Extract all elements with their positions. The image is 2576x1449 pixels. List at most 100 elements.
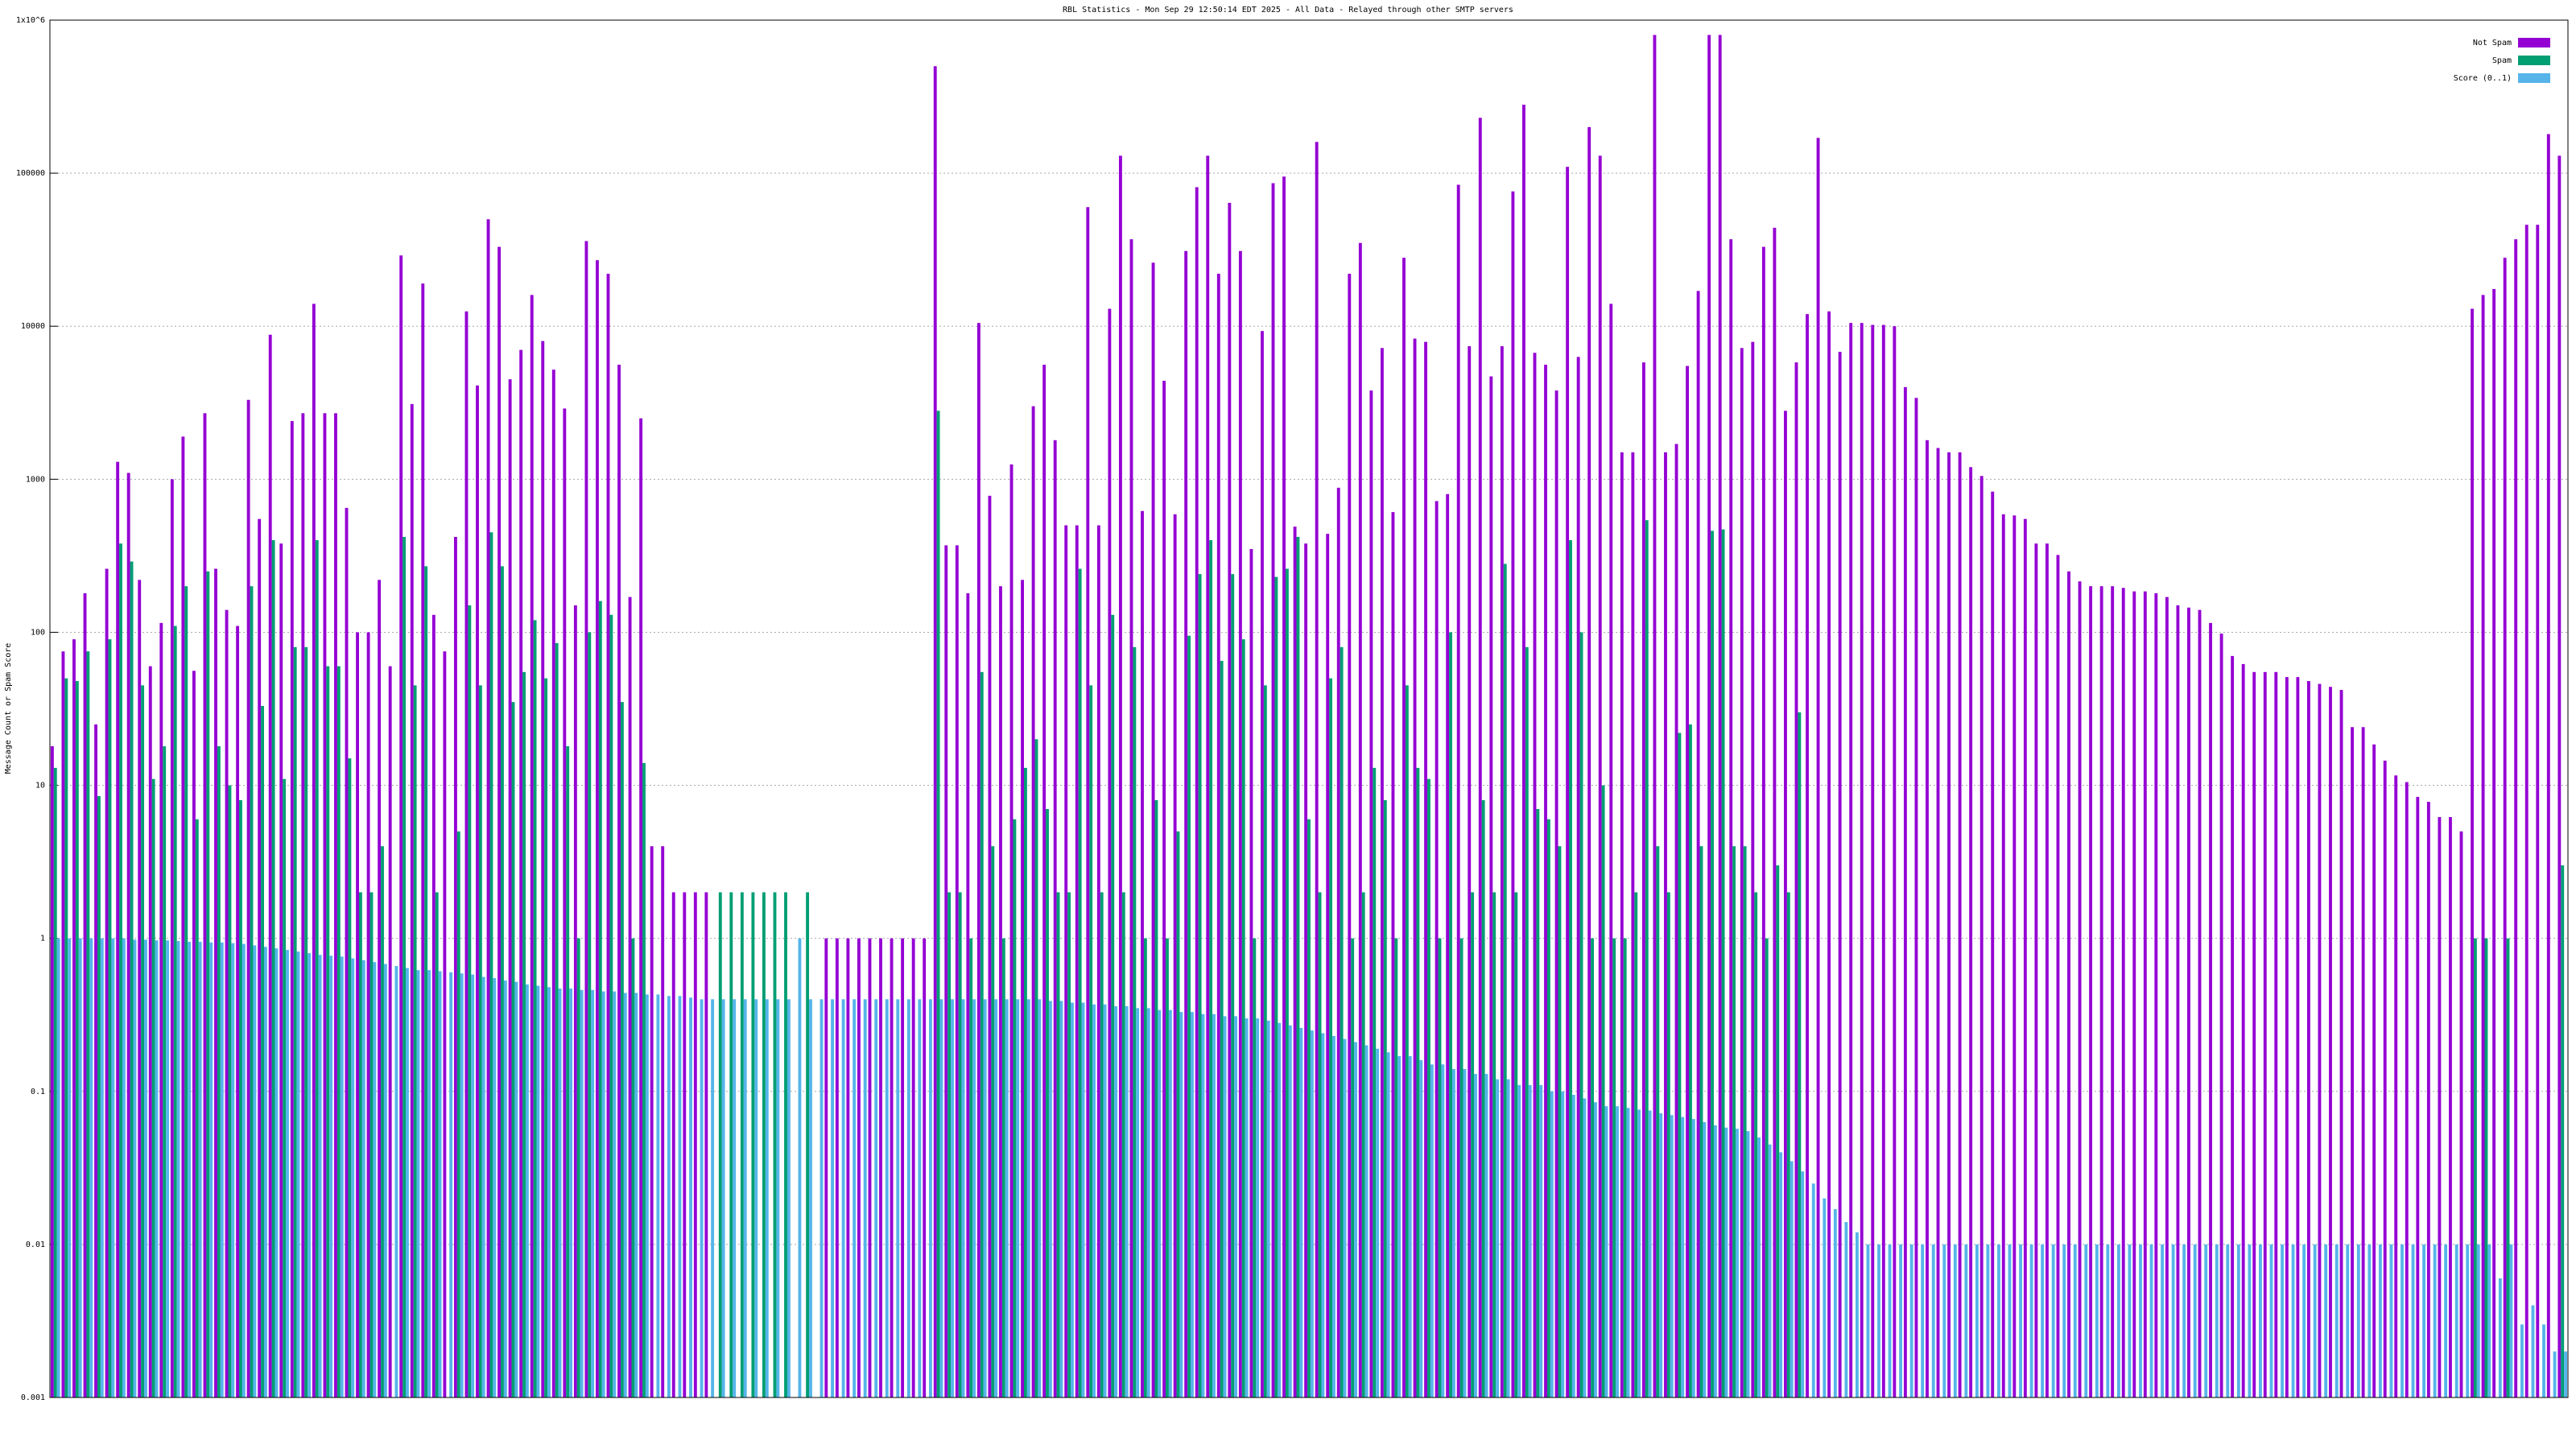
bar	[381, 846, 384, 1397]
bar	[667, 996, 671, 1397]
bar	[966, 592, 970, 1397]
bar	[588, 632, 592, 1397]
bar	[170, 479, 174, 1398]
bar	[1241, 639, 1245, 1397]
bar	[1757, 1137, 1761, 1397]
bar	[519, 349, 523, 1398]
bar	[1612, 938, 1616, 1397]
bar	[1136, 1008, 1140, 1397]
bar	[1416, 767, 1420, 1397]
bar	[122, 938, 126, 1397]
bar	[1721, 529, 1725, 1398]
bar	[1005, 999, 1009, 1397]
bar	[1184, 250, 1188, 1398]
bar	[61, 651, 65, 1397]
bar	[1833, 1209, 1837, 1397]
bar	[2356, 1244, 2360, 1397]
bar	[1765, 938, 1769, 1397]
bar	[83, 592, 87, 1397]
bar	[1969, 467, 1973, 1398]
bar	[1187, 635, 1191, 1397]
bar	[879, 938, 882, 1397]
bar	[1893, 326, 1897, 1398]
bar	[416, 970, 420, 1397]
bar	[1026, 999, 1030, 1397]
bar	[50, 746, 54, 1397]
bar	[1484, 1074, 1488, 1397]
bar	[394, 965, 398, 1397]
bar	[192, 671, 196, 1397]
bar	[427, 970, 431, 1397]
bar	[2045, 543, 2049, 1397]
bar	[1849, 323, 1853, 1398]
bar	[1103, 1004, 1107, 1397]
bar	[933, 66, 937, 1398]
bar	[606, 274, 610, 1397]
bar	[1827, 311, 1831, 1397]
bar	[2204, 1244, 2208, 1397]
bar	[2557, 155, 2562, 1397]
chart-title: RBL Statistics - Mon Sep 29 12:50:14 EDT…	[1063, 6, 1513, 14]
bar	[1514, 892, 1518, 1397]
bar	[1408, 1055, 1412, 1397]
bar	[1768, 1144, 1772, 1397]
bar	[1216, 274, 1220, 1397]
bar	[911, 938, 915, 1397]
bar	[1500, 346, 1504, 1397]
bar	[163, 746, 167, 1397]
bar	[1369, 390, 1373, 1398]
bar	[1456, 184, 1460, 1397]
bar	[89, 938, 93, 1397]
bar	[1609, 303, 1613, 1397]
bar	[111, 938, 115, 1397]
bar	[1664, 452, 1667, 1397]
bar	[1034, 739, 1038, 1397]
bar	[2171, 1244, 2175, 1397]
bar	[857, 938, 861, 1397]
bar	[1773, 227, 1777, 1397]
bar	[348, 758, 352, 1397]
bar	[133, 939, 137, 1397]
bar	[2241, 663, 2245, 1397]
bar	[1249, 549, 1253, 1398]
bar	[1468, 346, 1472, 1397]
bar	[1096, 525, 1100, 1397]
bar	[72, 639, 76, 1397]
bar	[976, 323, 980, 1398]
bar	[2361, 727, 2365, 1397]
bar	[947, 892, 952, 1397]
bar	[991, 846, 995, 1397]
bar	[1430, 1064, 1434, 1397]
bar	[1364, 1045, 1368, 1397]
bar	[1198, 574, 1202, 1397]
bar	[961, 999, 965, 1397]
bar	[1053, 440, 1057, 1397]
bar	[217, 746, 221, 1397]
bar	[2161, 1244, 2165, 1397]
bar	[383, 964, 387, 1397]
bar	[1394, 938, 1398, 1397]
bar	[2259, 1244, 2262, 1397]
bar	[936, 411, 940, 1397]
bar	[1561, 1091, 1565, 1397]
bar	[2231, 655, 2235, 1397]
bar	[2041, 1244, 2045, 1397]
bar	[2536, 225, 2540, 1397]
bar	[1511, 191, 1515, 1397]
bar	[2471, 308, 2474, 1398]
bar	[1209, 539, 1213, 1398]
bar	[1686, 365, 1690, 1397]
bar	[1081, 1002, 1085, 1397]
bar	[536, 985, 540, 1397]
bar	[2099, 586, 2103, 1397]
bar	[138, 580, 142, 1397]
bar	[486, 219, 490, 1397]
bar	[1038, 999, 1042, 1397]
bar	[1546, 819, 1550, 1397]
bar	[2546, 134, 2550, 1398]
bar	[116, 461, 120, 1398]
bar	[1380, 348, 1384, 1397]
bar	[493, 978, 497, 1397]
bar	[1522, 105, 1525, 1397]
bar	[2274, 671, 2278, 1397]
